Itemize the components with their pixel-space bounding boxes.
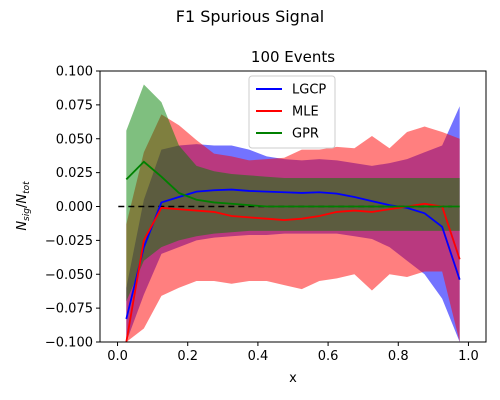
- y-axis-label-numerator-sub: sig: [22, 208, 32, 221]
- y-axis-label-separator: /: [15, 203, 30, 208]
- y-tick-label: 0.050: [56, 132, 93, 147]
- line-gpr: [125, 160, 460, 208]
- legend-box: [248, 75, 336, 149]
- legend: LGCP MLE GPR: [248, 75, 336, 149]
- x-tick-label: 0.2: [177, 349, 198, 364]
- series-lines: [125, 160, 461, 342]
- x-axis-ticks: 0.0 0.2 0.4 0.6 0.8 1.0: [107, 342, 479, 364]
- x-tick-label: 0.0: [107, 349, 128, 364]
- y-axis-label-denominator-sub: tot: [22, 181, 32, 194]
- x-tick-label: 1.0: [458, 349, 479, 364]
- legend-label-gpr: GPR: [292, 127, 319, 142]
- y-axis-label: Nsig/Ntot: [15, 181, 32, 231]
- figure-title: F1 Spurious Signal: [176, 7, 324, 26]
- legend-label-lgcp: LGCP: [292, 83, 326, 98]
- y-axis-label-denominator: N: [15, 194, 30, 204]
- y-tick-label: 0.025: [56, 166, 93, 181]
- y-axis-label-numerator: N: [15, 221, 30, 231]
- chart-title: 100 Events: [251, 48, 335, 66]
- x-tick-label: 0.6: [318, 349, 339, 364]
- x-tick-label: 0.8: [388, 349, 409, 364]
- y-axis-ticks: −0.100 −0.075 −0.050 −0.025 0.000 0.025 0.050 0…: [45, 65, 100, 351]
- y-tick-label: 0.075: [56, 98, 93, 113]
- y-tick-label: 0.100: [56, 65, 93, 80]
- y-tick-label: −0.025: [45, 234, 93, 249]
- y-tick-label: −0.075: [45, 302, 93, 317]
- x-axis-label: x: [289, 371, 297, 386]
- y-tick-label: 0.000: [56, 200, 93, 215]
- x-tick-label: 0.4: [248, 349, 269, 364]
- y-tick-label: −0.050: [45, 268, 93, 283]
- legend-label-mle: MLE: [292, 105, 319, 120]
- y-tick-label: −0.100: [45, 336, 93, 351]
